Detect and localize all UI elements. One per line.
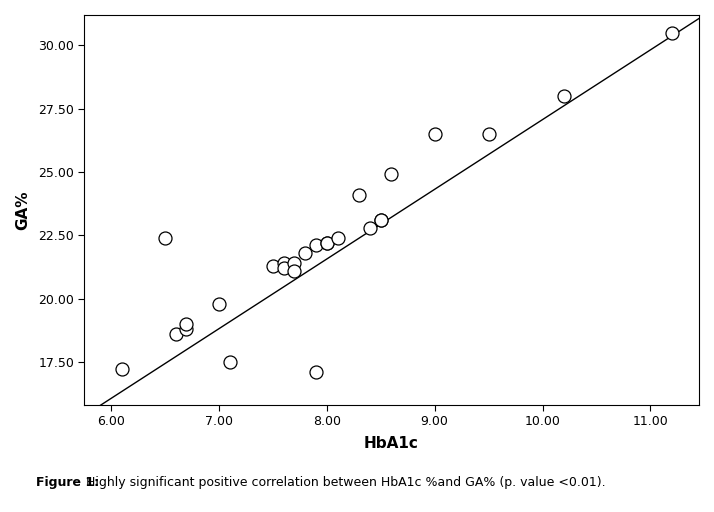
Point: [321, 239, 333, 247]
Y-axis label: GA%: GA%: [15, 190, 30, 230]
Point: [288, 267, 300, 275]
Point: [364, 224, 376, 232]
X-axis label: HbA1c: HbA1c: [364, 436, 419, 451]
Point: [666, 29, 678, 37]
Point: [299, 249, 311, 257]
Point: [159, 233, 171, 242]
Point: [213, 300, 224, 308]
Point: [429, 130, 441, 138]
Point: [558, 92, 570, 100]
Point: [116, 366, 127, 374]
Point: [483, 130, 494, 138]
Text: Highly significant positive correlation between HbA1c %and GA% (p. value <0.01).: Highly significant positive correlation …: [82, 476, 605, 489]
Point: [321, 239, 333, 247]
Point: [375, 216, 386, 224]
Point: [267, 262, 278, 270]
Point: [288, 259, 300, 267]
Point: [353, 190, 365, 199]
Point: [375, 216, 386, 224]
Point: [278, 259, 289, 267]
Point: [278, 264, 289, 272]
Point: [310, 241, 321, 249]
Point: [170, 330, 181, 338]
Text: Figure 1:: Figure 1:: [36, 476, 99, 489]
Point: [310, 368, 321, 376]
Point: [181, 320, 192, 328]
Point: [224, 358, 236, 366]
Point: [181, 325, 192, 333]
Point: [386, 170, 397, 179]
Point: [332, 233, 343, 242]
